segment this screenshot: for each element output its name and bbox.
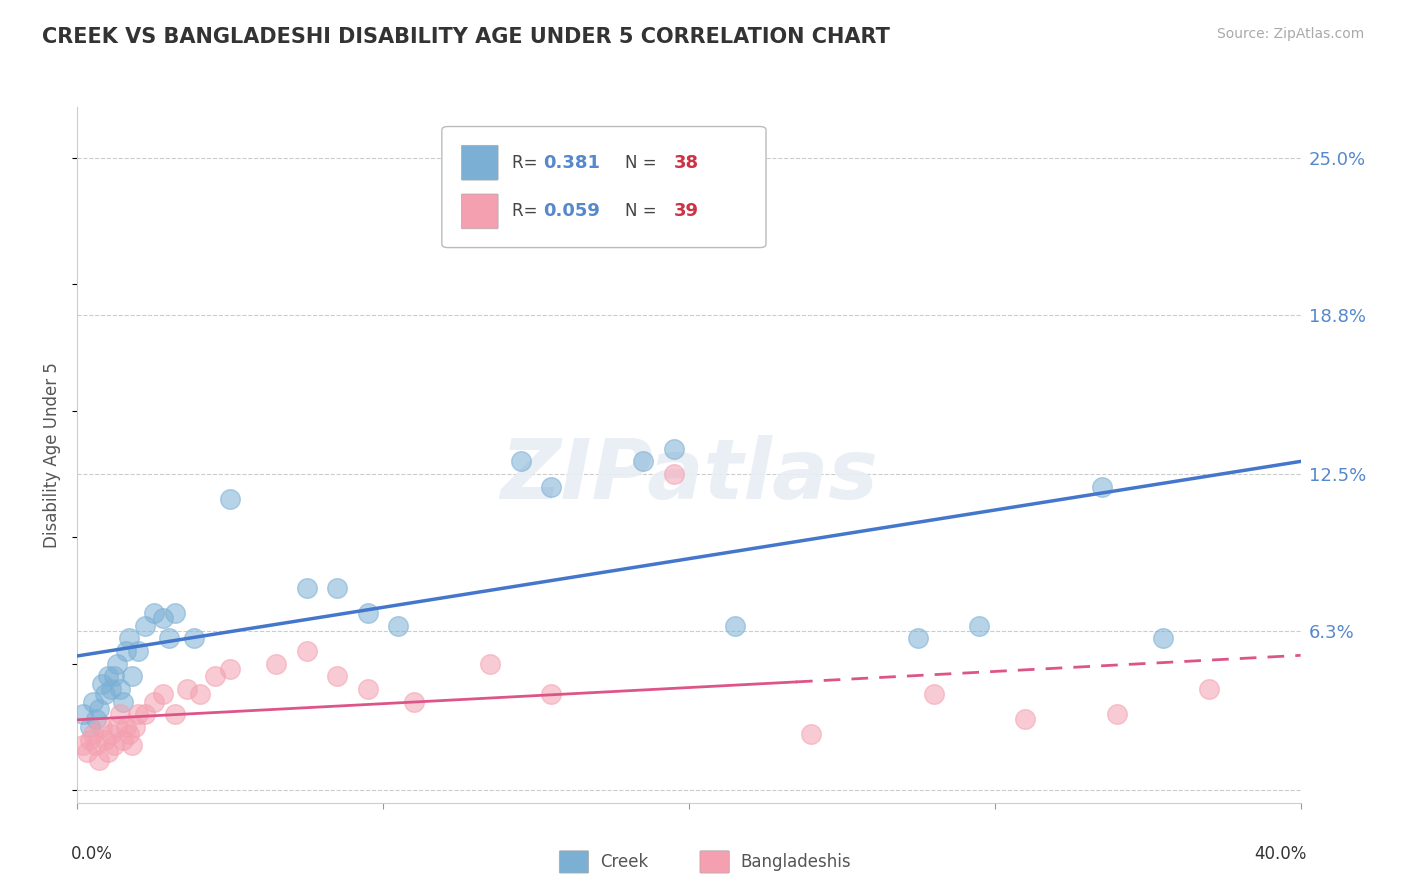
Text: Source: ZipAtlas.com: Source: ZipAtlas.com (1216, 27, 1364, 41)
Text: 38: 38 (675, 153, 699, 171)
Point (90, 720, 112, 734)
Point (134, 707, 156, 722)
Point (121, 738, 143, 752)
Point (128, 644, 150, 658)
Point (112, 732, 135, 747)
Point (540, 227, 562, 241)
Point (124, 720, 146, 734)
Point (90, 677, 112, 691)
Text: CREEK VS BANGLADESHI DISABILITY AGE UNDER 5 CORRELATION CHART: CREEK VS BANGLADESHI DISABILITY AGE UNDE… (42, 27, 890, 46)
Text: 0.381: 0.381 (543, 153, 600, 171)
Point (326, 669, 349, 683)
Point (1107, 707, 1129, 722)
Point (152, 687, 174, 701)
FancyBboxPatch shape (700, 851, 730, 873)
Point (72, 738, 94, 752)
Point (1198, 681, 1220, 696)
Point (112, 695, 135, 709)
Point (118, 727, 141, 741)
Point (509, 454, 531, 468)
Point (108, 707, 131, 722)
Point (1014, 712, 1036, 726)
Text: R=: R= (512, 153, 543, 171)
Point (176, 681, 198, 696)
Point (105, 720, 128, 734)
Text: N =: N = (626, 153, 662, 171)
Point (1152, 632, 1174, 646)
Point (969, 618, 991, 632)
Point (87, 702, 110, 716)
Point (800, 727, 823, 741)
Text: 39: 39 (675, 202, 699, 220)
FancyBboxPatch shape (461, 145, 498, 180)
Point (907, 632, 929, 646)
Point (103, 738, 125, 752)
Point (631, 454, 654, 468)
Point (295, 581, 318, 595)
Point (188, 687, 211, 701)
Text: ZIPatlas: ZIPatlas (501, 435, 877, 516)
Point (264, 657, 287, 671)
Point (402, 695, 425, 709)
Text: N =: N = (626, 202, 662, 220)
Point (79, 720, 101, 734)
Y-axis label: Disability Age Under 5: Disability Age Under 5 (44, 362, 62, 548)
Point (479, 657, 502, 671)
Point (662, 442, 685, 456)
Point (72, 707, 94, 722)
FancyBboxPatch shape (461, 194, 498, 229)
Text: R=: R= (512, 202, 543, 220)
Point (94, 732, 117, 747)
Point (183, 632, 205, 646)
Point (84, 712, 107, 726)
Point (152, 611, 174, 625)
Point (97, 745, 120, 759)
Text: 40.0%: 40.0% (1254, 845, 1306, 863)
Point (157, 632, 180, 646)
Point (387, 618, 409, 632)
Text: Creek: Creek (599, 853, 648, 871)
Point (295, 644, 318, 658)
Point (79, 732, 101, 747)
Point (82, 695, 104, 709)
Point (204, 669, 226, 683)
Point (105, 657, 128, 671)
Point (142, 695, 165, 709)
Point (128, 707, 150, 722)
Point (118, 632, 141, 646)
Point (219, 492, 242, 507)
Point (724, 618, 747, 632)
Point (103, 669, 125, 683)
Point (357, 681, 380, 696)
Point (219, 662, 242, 676)
Point (540, 687, 562, 701)
Point (108, 681, 131, 696)
Point (134, 618, 156, 632)
Point (115, 720, 138, 734)
Point (142, 606, 165, 620)
Point (121, 669, 143, 683)
FancyBboxPatch shape (560, 851, 589, 873)
Text: 0.0%: 0.0% (72, 845, 112, 863)
Point (84, 738, 107, 752)
Point (115, 644, 138, 658)
Point (87, 753, 110, 767)
Point (165, 606, 187, 620)
Text: 0.059: 0.059 (543, 202, 600, 220)
Point (100, 727, 122, 741)
Point (662, 467, 685, 481)
FancyBboxPatch shape (441, 127, 766, 248)
Point (97, 669, 120, 683)
Point (94, 687, 117, 701)
Point (76, 745, 98, 759)
Point (922, 687, 945, 701)
Point (540, 479, 562, 493)
Point (357, 606, 380, 620)
Point (165, 707, 187, 722)
Point (100, 681, 122, 696)
Text: Bangladeshis: Bangladeshis (741, 853, 851, 871)
Point (82, 727, 104, 741)
Point (1091, 479, 1114, 493)
Point (326, 581, 349, 595)
